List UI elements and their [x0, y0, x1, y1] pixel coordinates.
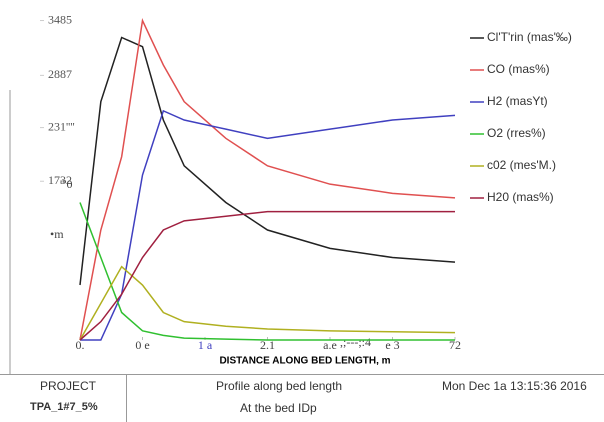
legend-label: CO (mas%) [487, 62, 550, 76]
x-axis-label: DISTANCE ALONG BED LENGTH, m [219, 356, 390, 367]
series-line [80, 111, 455, 340]
annotation: ,;---;:4 [340, 335, 371, 349]
legend-label: H2 (masYt) [487, 94, 548, 108]
series-line [80, 203, 455, 341]
project-label: PROJECT [40, 379, 96, 393]
footer: PROJECT TPA_1#7_5% Profile along bed len… [0, 374, 604, 422]
legend-label: Cl'T'rin (mas'‰) [487, 30, 572, 44]
legend-label: H20 (mas%) [487, 190, 554, 204]
y-tick-label: 231'''' [48, 119, 75, 133]
annotation: •m [50, 227, 64, 241]
legend-label: c02 (mes'M.) [487, 158, 556, 172]
series-line [80, 21, 455, 340]
page: {"chart_data": {"type": "line", "xlabel"… [0, 0, 604, 421]
annotation: '''0 [60, 177, 73, 191]
divider [126, 375, 127, 422]
chart: DISTANCE ALONG BED LENGTH, m 3485 2887 231… [0, 0, 604, 374]
series-line [80, 212, 455, 340]
footer-title: Profile along bed length [216, 379, 342, 393]
timestamp: Mon Dec 1a 13:15:36 2016 [442, 379, 587, 393]
series-line [80, 267, 455, 340]
project: TPA_1#7_5% [30, 401, 98, 413]
y-tick-label: 2887 [48, 67, 72, 81]
legend-label: O2 (rres%) [487, 126, 546, 140]
y-tick-label: 3485 [48, 12, 72, 26]
series-line [80, 38, 455, 286]
footer-subtitle: At the bed IDp [240, 401, 317, 415]
